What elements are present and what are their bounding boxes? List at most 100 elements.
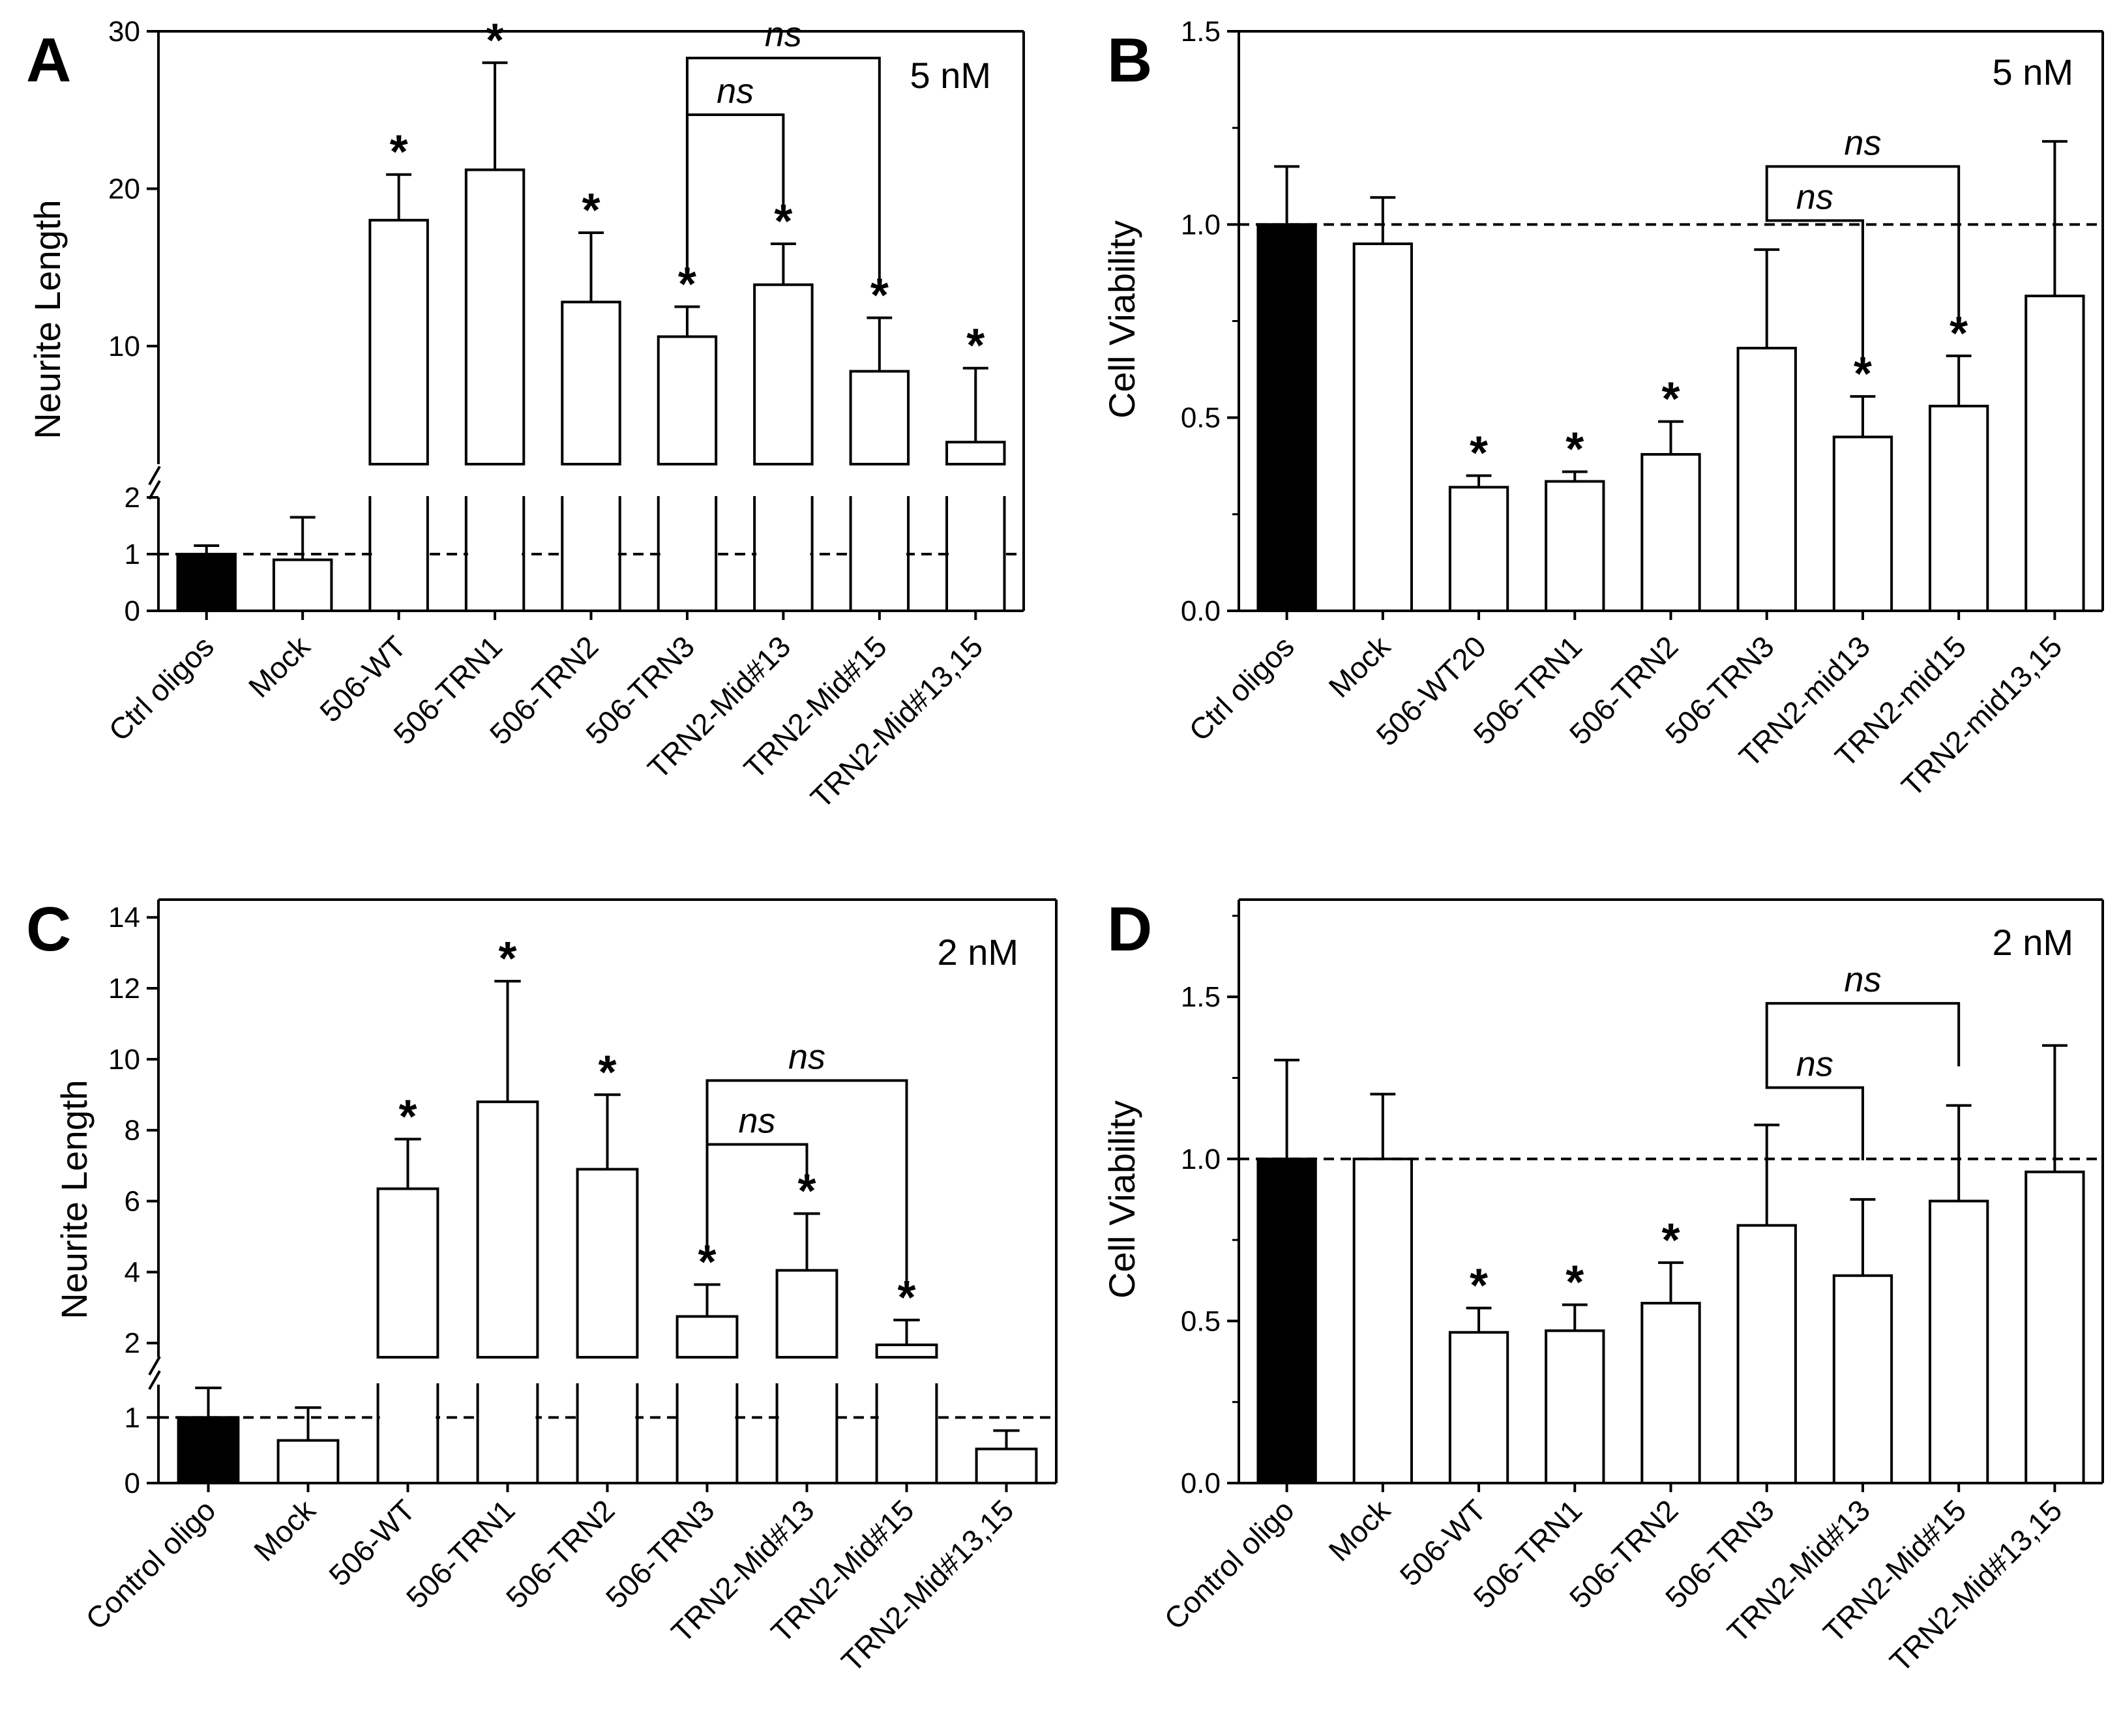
y-tick-label: 6 <box>125 1186 140 1218</box>
ns-bracket <box>685 57 881 279</box>
bar-mock <box>276 1439 340 1484</box>
bar-506-trn2 <box>1640 452 1701 612</box>
x-tick-label: 506-WT <box>322 1493 421 1592</box>
bar-fill-mask <box>852 552 907 557</box>
axis-break-mark <box>148 1356 161 1376</box>
break-gap <box>368 465 430 496</box>
x-tick-label: Control oligo <box>79 1493 222 1636</box>
x-tick-label: TRN2-Mid#13,15 <box>835 1493 1020 1678</box>
panel-d: 0.0 0.5 1.0 1.5 * * * ns ns Control oligo Mock506-… <box>1101 894 2104 1679</box>
bar-506-trn3 <box>1736 1224 1797 1485</box>
bar-fill-mask <box>579 1415 636 1420</box>
x-tick-label: TRN2-Mid#13,15 <box>1883 1493 2068 1678</box>
bar-fill-mask <box>756 552 810 557</box>
break-gap <box>560 465 622 496</box>
y-tick-label: 0 <box>125 595 140 627</box>
significance-star: * <box>1661 374 1680 426</box>
axis-break-mark <box>148 480 161 500</box>
concentration-label: 2 nM <box>1993 922 2074 963</box>
bar-ctrl-oligos <box>1256 223 1317 613</box>
significance-star: * <box>1565 424 1584 476</box>
bar-506-trn1 <box>1545 1329 1605 1484</box>
bar-506-trn2 <box>1640 1302 1701 1484</box>
y-tick-label: 0.5 <box>1181 402 1221 434</box>
y-tick-label: 2 <box>125 482 140 514</box>
panel-letter: C <box>26 894 71 964</box>
significance-star: * <box>390 126 408 179</box>
bar-506-trn3 <box>1736 346 1797 613</box>
bar-trn2-mid13-15 <box>2025 294 2085 612</box>
bar-506-wt <box>368 218 429 612</box>
x-tick-label: 506-WT <box>313 629 412 728</box>
axis-break-mark <box>148 465 161 486</box>
y-tick-label: 10 <box>108 1044 140 1076</box>
ns-label: ns <box>717 72 754 111</box>
significance-star: * <box>1661 1214 1680 1267</box>
concentration-label: 5 nM <box>1993 51 2074 93</box>
bar-trn2-mid-13-15 <box>975 1447 1038 1484</box>
bar-trn2-mid15 <box>1929 404 1989 612</box>
x-tick-label: Mock <box>242 629 317 704</box>
x-tick-label: 506-TRN2 <box>499 1493 621 1615</box>
x-tick-label: TRN2-Mid#13,15 <box>804 629 989 814</box>
ns-label: ns <box>765 15 802 54</box>
y-tick-label: 1.5 <box>1181 16 1221 48</box>
bar-fill-mask <box>949 552 1003 557</box>
significance-star: * <box>598 1046 616 1098</box>
y-tick-label: 30 <box>108 16 140 48</box>
bar-506-trn2 <box>576 1168 639 1485</box>
bar-fill-mask <box>878 1415 935 1420</box>
y-tick-label: 1.5 <box>1181 981 1221 1013</box>
ns-label: ns <box>788 1038 825 1077</box>
y-tick-label: 1 <box>125 1402 140 1434</box>
significance-star: * <box>582 184 600 237</box>
bar-trn2-mid-15 <box>1929 1199 1989 1484</box>
bar-fill-mask <box>372 552 426 557</box>
x-tick-label: Mock <box>1322 1493 1397 1568</box>
bar-control-oligo <box>177 1416 240 1484</box>
x-tick-label: Ctrl oligos <box>1182 629 1300 747</box>
bar-506-trn1 <box>476 1100 539 1484</box>
panel-letter: B <box>1107 25 1152 95</box>
y-tick-label: 12 <box>108 973 140 1005</box>
bar-fill-mask <box>779 1415 835 1420</box>
ns-bracket <box>705 1143 808 1246</box>
concentration-label: 2 nM <box>938 932 1019 973</box>
panel-letter: D <box>1107 894 1152 964</box>
x-tick-label: Ctrl oligos <box>102 629 220 747</box>
x-tick-label: TRN2-mid13,15 <box>1895 629 2068 802</box>
y-axis-title: Neurite Length <box>27 199 68 439</box>
ns-bracket <box>1765 1002 1961 1086</box>
break-gap <box>945 465 1007 496</box>
concentration-label: 5 nM <box>910 55 992 96</box>
bar-trn2-mid13 <box>1832 435 1893 612</box>
ns-bracket <box>705 1079 908 1281</box>
x-tick-label: 506-WT <box>1393 1493 1492 1592</box>
break-gap <box>874 1359 939 1383</box>
y-tick-label: 14 <box>108 902 140 934</box>
y-tick-label: 0 <box>125 1467 140 1499</box>
ns-label: ns <box>1844 123 1881 162</box>
x-tick-label: Mock <box>247 1493 322 1568</box>
ns-label: ns <box>1796 1044 1833 1083</box>
ns-label: ns <box>1796 177 1833 216</box>
significance-star: * <box>498 933 516 985</box>
y-tick-label: 20 <box>108 173 140 205</box>
break-gap <box>848 465 911 496</box>
bar-fill-mask <box>564 552 618 557</box>
break-gap <box>376 1359 440 1383</box>
y-tick-label: 4 <box>125 1256 140 1288</box>
break-gap <box>475 1359 540 1383</box>
ns-label: ns <box>738 1101 775 1140</box>
bar-ctrl-oligos <box>176 553 237 612</box>
y-tick-label: 0.0 <box>1181 595 1221 627</box>
y-tick-label: 1.0 <box>1181 1143 1221 1175</box>
y-tick-label: 8 <box>125 1115 140 1147</box>
bar-506-trn1 <box>1545 480 1605 612</box>
y-tick-label: 1 <box>125 538 140 570</box>
significance-star: * <box>1470 1260 1488 1312</box>
axis-break-mark <box>148 1370 161 1390</box>
break-gap <box>575 1359 640 1383</box>
x-tick-label: 506-TRN1 <box>400 1493 522 1615</box>
